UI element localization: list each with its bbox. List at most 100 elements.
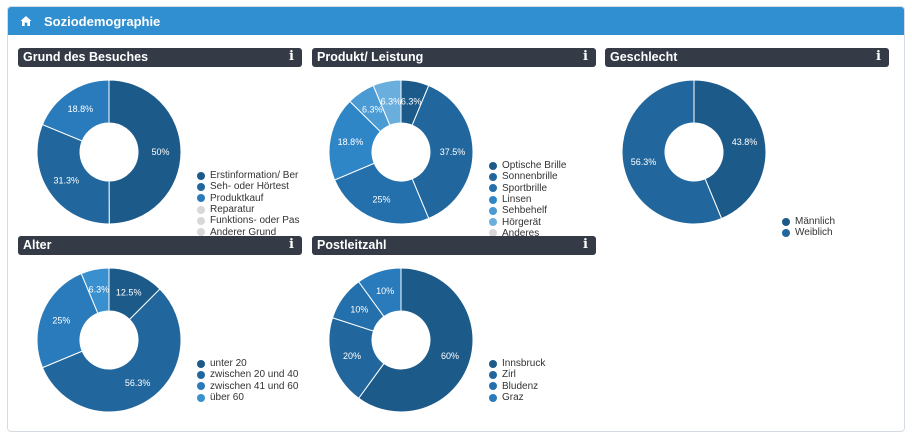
slice-label: 50% — [151, 147, 169, 157]
legend-item[interactable]: Seh- oder Hörtest — [197, 181, 307, 192]
legend-label: Erstinformation/ Ber — [210, 170, 299, 182]
pie-slice[interactable] — [357, 267, 402, 318]
pie-slice[interactable] — [333, 162, 430, 225]
widget-title: Alter — [23, 238, 52, 252]
widget-postleitzahl: Postleitzahl i 60% 20% 10% 10% Innsbruck Zir… — [312, 236, 596, 413]
legend-item[interactable]: Bludenz — [489, 381, 599, 392]
legend-swatch — [197, 171, 205, 180]
pie-slice[interactable] — [108, 79, 182, 225]
legend-label: Sehbehelf — [502, 205, 548, 217]
info-icon[interactable]: i — [289, 49, 294, 64]
legend-item[interactable]: Erstinformation/ Ber — [197, 170, 307, 181]
legend-item[interactable]: Weiblich — [782, 227, 892, 238]
slice-label: 6.3% — [401, 97, 422, 107]
pie-slice[interactable] — [41, 79, 110, 142]
donut-chart: 43.8% 56.3% Männlich Weiblich — [605, 72, 889, 238]
chart-legend: Optische Brille Sonnenbrille Sportbrille Li… — [489, 160, 599, 239]
legend-swatch — [489, 359, 497, 368]
legend-swatch — [197, 393, 205, 402]
legend-item[interactable]: unter 20 — [197, 358, 307, 369]
pie-slice[interactable] — [80, 267, 110, 314]
pie-slice[interactable] — [693, 79, 767, 220]
pie-slice[interactable] — [411, 84, 474, 220]
legend-swatch — [489, 393, 497, 402]
legend-item[interactable]: Reparatur — [197, 204, 307, 215]
pie-slice[interactable] — [372, 79, 402, 126]
legend-item[interactable]: Produktkauf — [197, 193, 307, 204]
pie-slice[interactable] — [328, 100, 382, 181]
home-icon[interactable] — [20, 15, 32, 27]
legend-swatch — [489, 382, 497, 391]
panel-header: Soziodemographie — [8, 7, 904, 35]
widget-header: Geschlecht i — [605, 48, 889, 67]
donut-svg: 60% 20% 10% 10% — [328, 267, 474, 413]
info-icon[interactable]: i — [583, 49, 588, 64]
legend-item[interactable]: Innsbruck — [489, 358, 599, 369]
legend-label: Bludenz — [502, 380, 539, 392]
pie-slice[interactable] — [36, 123, 110, 225]
info-icon[interactable]: i — [289, 237, 294, 252]
legend-item[interactable]: Sehbehelf — [489, 205, 599, 216]
slice-label: 56.3% — [125, 378, 151, 388]
chart-legend: Erstinformation/ Ber Seh- oder Hörtest Pro… — [197, 170, 307, 238]
legend-item[interactable]: zwischen 20 und 40 — [197, 369, 307, 380]
slice-label: 18.8% — [68, 104, 94, 114]
legend-swatch — [197, 194, 205, 203]
slice-label: 60% — [441, 351, 459, 361]
legend-swatch — [489, 229, 497, 238]
slice-label: 6.3% — [381, 97, 402, 107]
legend-item[interactable]: Zirl — [489, 369, 599, 380]
legend-swatch — [782, 217, 790, 226]
legend-swatch — [197, 228, 205, 237]
slice-label: 31.3% — [53, 176, 79, 186]
legend-label: zwischen 41 und 60 — [210, 380, 299, 392]
legend-item[interactable]: Anderer Grund — [197, 226, 307, 238]
legend-swatch — [489, 161, 497, 170]
legend-swatch — [197, 182, 205, 191]
legend-label: Reparatur — [210, 204, 255, 216]
widget-geschlecht: Geschlecht i 43.8% 56.3% Männlich Weiblich — [605, 48, 889, 238]
pie-slice[interactable] — [357, 267, 474, 413]
slice-label: 18.8% — [338, 137, 364, 147]
widget-produkt-leistung: Produkt/ Leistung i 6.3% 37.5% 25% 18.8% 6.3… — [312, 48, 596, 239]
widget-header: Postleitzahl i — [312, 236, 596, 255]
legend-label: Weiblich — [795, 227, 833, 239]
chart-legend: Männlich Weiblich — [782, 216, 892, 239]
legend-swatch — [782, 228, 790, 237]
slice-label: 6.3% — [89, 285, 110, 295]
widget-title: Grund des Besuches — [23, 50, 149, 64]
legend-label: Sportbrille — [502, 182, 548, 194]
pie-slice[interactable] — [36, 272, 99, 369]
info-icon[interactable]: i — [876, 49, 881, 64]
legend-swatch — [197, 216, 205, 225]
legend-swatch — [489, 218, 497, 227]
legend-item[interactable]: zwischen 41 und 60 — [197, 381, 307, 392]
info-icon[interactable]: i — [583, 237, 588, 252]
legend-label: Graz — [502, 392, 524, 404]
donut-svg: 50% 31.3% 18.8% — [36, 79, 182, 225]
legend-swatch — [489, 206, 497, 215]
legend-swatch — [197, 205, 205, 214]
legend-swatch — [197, 370, 205, 379]
legend-label: zwischen 20 und 40 — [210, 369, 299, 381]
legend-item[interactable]: Optische Brille — [489, 160, 599, 171]
slice-label: 6.3% — [362, 104, 383, 114]
legend-item[interactable]: Männlich — [782, 216, 892, 227]
legend-item[interactable]: Hörgerät — [489, 216, 599, 228]
legend-item[interactable]: Linsen — [489, 194, 599, 205]
slice-label: 20% — [343, 351, 361, 361]
pie-slice[interactable] — [41, 288, 182, 413]
legend-item[interactable]: über 60 — [197, 392, 307, 403]
legend-item[interactable]: Sonnenbrille — [489, 171, 599, 182]
donut-chart: 12.5% 56.3% 25% 6.3% unter 20 zwischen 20 un… — [18, 260, 302, 415]
legend-item[interactable]: Anderes — [489, 228, 599, 239]
legend-item[interactable]: Graz — [489, 392, 599, 403]
widget-alter: Alter i 12.5% 56.3% 25% 6.3% unter 20 zwisch… — [18, 236, 302, 413]
legend-label: Innsbruck — [502, 358, 546, 370]
legend-label: Hörgerät — [502, 216, 541, 228]
legend-item[interactable]: Funktions- oder Pas — [197, 215, 307, 226]
legend-label: Sonnenbrille — [502, 171, 558, 183]
pie-slice[interactable] — [621, 79, 723, 225]
legend-item[interactable]: Sportbrille — [489, 183, 599, 194]
donut-svg: 12.5% 56.3% 25% 6.3% — [36, 267, 182, 413]
